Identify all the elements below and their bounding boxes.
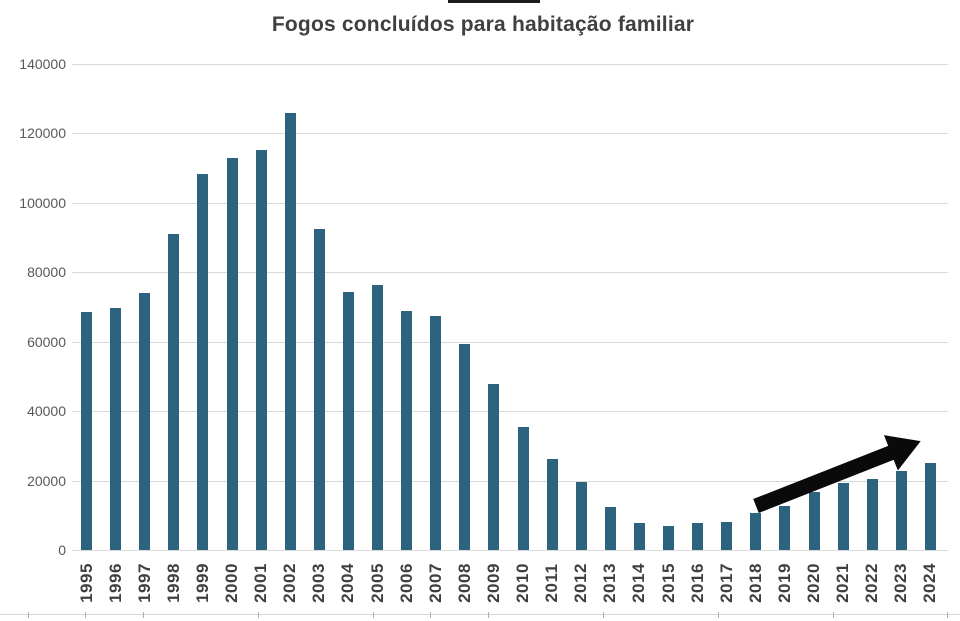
sheet-column-tick bbox=[603, 612, 604, 618]
bar-1996 bbox=[110, 307, 122, 550]
bar-2015 bbox=[663, 526, 675, 550]
bar-2013 bbox=[604, 506, 616, 550]
bar-2024 bbox=[924, 462, 936, 550]
bar-2000 bbox=[226, 158, 238, 550]
bar-2020 bbox=[808, 492, 820, 550]
y-axis-tick-label: 100000 bbox=[19, 194, 66, 211]
bar-2017 bbox=[721, 521, 733, 550]
bar-2002 bbox=[284, 112, 296, 550]
sheet-column-tick bbox=[718, 612, 719, 618]
bar-1999 bbox=[197, 174, 209, 550]
y-axis-tick-label: 0 bbox=[58, 542, 66, 558]
y-axis-tick-label: 140000 bbox=[19, 55, 66, 72]
sheet-column-tick bbox=[488, 612, 489, 618]
chart-title: Fogos concluídos para habitação familiar bbox=[271, 13, 695, 36]
sheet-column-tick bbox=[430, 612, 431, 618]
bar-1995 bbox=[81, 311, 93, 550]
gridline-0 bbox=[72, 550, 948, 551]
bar-2018 bbox=[750, 513, 762, 550]
bar-2007 bbox=[430, 315, 442, 550]
sheet-column-tick bbox=[947, 612, 948, 618]
gridline-40000 bbox=[72, 411, 948, 412]
bar-2009 bbox=[488, 384, 500, 550]
bar-2010 bbox=[517, 427, 529, 550]
y-axis-tick-label: 60000 bbox=[27, 333, 66, 350]
gridline-60000 bbox=[72, 341, 948, 343]
trend-arrow-shape bbox=[753, 435, 921, 513]
bar-2008 bbox=[459, 344, 471, 550]
y-axis-tick-label: 120000 bbox=[19, 125, 66, 141]
y-axis-tick-label: 40000 bbox=[27, 403, 66, 419]
sheet-edge-line bbox=[0, 614, 960, 615]
bar-1997 bbox=[139, 292, 151, 550]
sheet-column-tick bbox=[373, 612, 374, 618]
sheet-column-tick bbox=[143, 612, 144, 618]
gridline-120000 bbox=[72, 133, 948, 134]
bar-2022 bbox=[866, 479, 878, 550]
bar-1998 bbox=[168, 234, 180, 550]
y-axis-tick-label: 80000 bbox=[27, 264, 66, 280]
sheet-column-tick bbox=[833, 612, 834, 618]
top-crop-bar bbox=[448, 0, 540, 3]
bar-2021 bbox=[837, 482, 849, 550]
bar-2016 bbox=[692, 522, 704, 550]
bar-2005 bbox=[372, 284, 384, 550]
bar-2011 bbox=[546, 459, 558, 550]
gridline-20000 bbox=[72, 480, 948, 482]
bar-2023 bbox=[895, 470, 907, 550]
bar-2012 bbox=[575, 481, 587, 550]
bar-2019 bbox=[779, 505, 791, 550]
gridline-100000 bbox=[72, 202, 948, 204]
sheet-column-tick bbox=[28, 612, 29, 618]
sheet-column-tick bbox=[85, 612, 86, 618]
sheet-column-tick bbox=[258, 612, 259, 618]
bar-2003 bbox=[313, 228, 325, 550]
bar-2014 bbox=[633, 522, 645, 550]
bar-2006 bbox=[401, 310, 413, 550]
gridline-80000 bbox=[72, 272, 948, 273]
bar-2001 bbox=[255, 149, 267, 550]
gridline-140000 bbox=[72, 63, 948, 65]
bar-2004 bbox=[342, 292, 354, 550]
y-axis-tick-label: 20000 bbox=[27, 472, 66, 489]
